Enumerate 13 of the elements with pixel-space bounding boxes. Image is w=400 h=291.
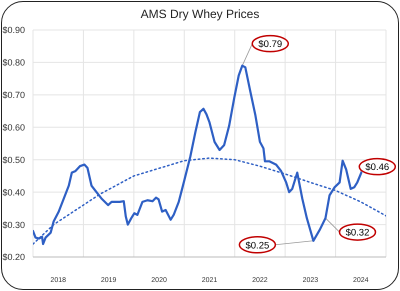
chart-title: AMS Dry Whey Prices (140, 7, 260, 21)
annotation: $0.79 (258, 39, 282, 50)
annotation: $0.32 (346, 228, 370, 239)
y-tick-label: $0.50 (2, 154, 25, 165)
annotation: $0.25 (245, 240, 270, 252)
y-tick-label: $0.30 (2, 220, 25, 230)
y-tick-label: $0.70 (2, 90, 25, 100)
y-tick-label: $0.60 (2, 122, 25, 132)
y-tick-label: $0.20 (2, 252, 25, 262)
y-tick-label: $0.90 (2, 25, 25, 36)
y-tick-label: $0.80 (2, 58, 25, 68)
y-tick-label: $0.40 (2, 187, 25, 198)
annotation: $0.46 (365, 162, 390, 174)
